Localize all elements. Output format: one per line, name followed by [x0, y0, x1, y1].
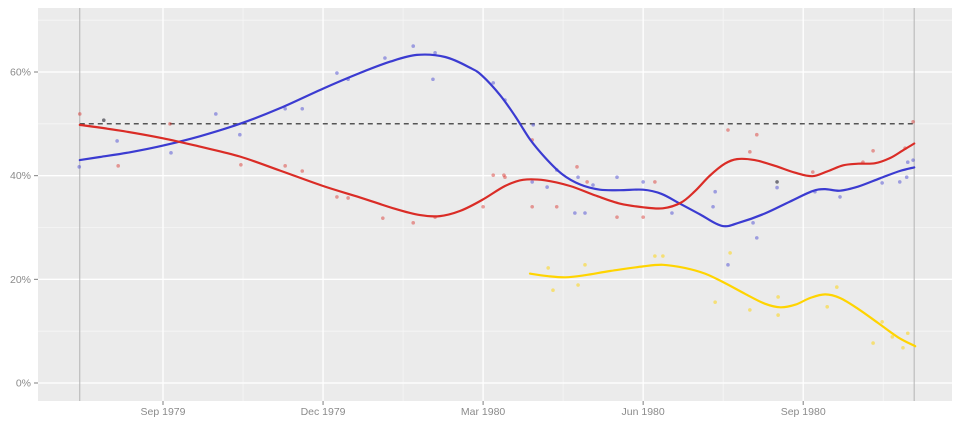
poll-point-yellow — [880, 320, 884, 324]
poll-point-blue — [431, 77, 435, 82]
poll-point-yellow — [661, 254, 665, 258]
poll-point-red — [335, 195, 339, 199]
poll-point-red — [502, 173, 506, 177]
poll-point-red — [168, 122, 172, 126]
poll-point-yellow — [825, 305, 830, 309]
poll-point-blue — [576, 175, 580, 180]
poll-point-yellow — [653, 254, 657, 258]
poll-point-blue — [433, 51, 437, 55]
poll-point-blue — [911, 158, 915, 162]
poll-point-red — [585, 180, 589, 184]
poll-point-blue — [591, 183, 595, 187]
poll-point-red — [811, 170, 815, 174]
poll-point-blue — [335, 71, 339, 75]
poll-point-yellow — [835, 285, 839, 289]
poll-point-blue — [214, 112, 218, 116]
poll-point-blue — [411, 44, 416, 48]
poll-point-blue — [904, 175, 909, 180]
poll-point-blue — [545, 185, 549, 189]
poll-point-yellow — [776, 313, 780, 317]
poll-point-red — [641, 215, 645, 219]
poll-point-yellow — [576, 283, 580, 287]
y-tick-label: 60% — [10, 67, 31, 79]
poll-point-yellow — [748, 308, 752, 312]
poll-point-red — [411, 221, 416, 225]
poll-point-dark — [775, 180, 779, 184]
trend-line-blue — [78, 53, 916, 228]
poll-point-red — [615, 215, 619, 219]
poll-point-red — [346, 196, 350, 200]
poll-point-red — [530, 204, 534, 209]
poll-point-yellow — [583, 263, 587, 267]
poll-point-red — [726, 128, 730, 132]
poll-point-yellow — [905, 331, 910, 336]
poll-point-blue — [905, 160, 910, 164]
poll-point-red — [300, 169, 305, 173]
trend-line-yellow — [528, 263, 917, 348]
poll-point-blue — [775, 185, 779, 190]
poll-point-blue — [583, 211, 587, 215]
poll-point-blue — [615, 175, 619, 180]
poll-point-red — [77, 112, 82, 116]
poll-point-blue — [897, 180, 902, 184]
poll-point-blue — [713, 189, 717, 194]
poll-point-blue — [115, 139, 119, 143]
y-tick-label: 20% — [10, 274, 31, 286]
poll-point-yellow — [728, 251, 732, 255]
poll-point-blue — [711, 204, 715, 209]
x-tick-label: Jun 1980 — [622, 406, 665, 418]
poll-point-red — [491, 173, 496, 177]
poll-point-blue — [491, 81, 496, 85]
poll-point-blue — [838, 195, 842, 199]
y-tick-label: 40% — [10, 170, 31, 182]
plot-panel — [38, 8, 952, 401]
poll-point-red — [381, 216, 385, 220]
poll-point-dark — [101, 118, 106, 123]
x-tick-label: Mar 1980 — [461, 406, 506, 418]
x-tick-label: Sep 1979 — [141, 406, 186, 418]
poll-point-red — [554, 204, 559, 209]
poll-point-blue — [283, 107, 287, 111]
trend-line-red — [78, 123, 916, 218]
poll-point-red — [911, 119, 915, 124]
poll-point-blue — [670, 211, 674, 215]
poll-point-red — [239, 162, 243, 167]
poll-point-blue — [641, 180, 645, 184]
y-tick-label: 0% — [16, 378, 31, 390]
poll-point-red — [754, 132, 759, 137]
poll-point-red — [283, 164, 287, 168]
poll-point-red — [116, 164, 120, 168]
poll-point-red — [503, 175, 507, 180]
poll-point-blue — [238, 132, 242, 137]
poll-point-blue — [383, 56, 387, 60]
poll-point-blue — [754, 236, 759, 240]
poll-point-yellow — [776, 295, 780, 299]
poll-point-yellow — [713, 300, 717, 304]
poll-point-blue — [77, 165, 82, 169]
poll-point-blue — [751, 221, 755, 225]
poll-point-yellow — [890, 335, 895, 339]
poll-point-yellow — [546, 266, 550, 270]
poll-point-red — [653, 180, 657, 184]
poll-point-yellow — [901, 345, 905, 350]
poll-point-blue — [531, 123, 536, 127]
poll-point-blue — [169, 151, 173, 155]
poll-point-red — [575, 165, 579, 169]
poll-point-yellow — [871, 341, 875, 345]
x-tick-label: Dec 1979 — [301, 406, 346, 418]
x-tick-label: Sep 1980 — [781, 406, 826, 418]
poll-point-red — [871, 148, 875, 153]
poll-point-blue — [726, 263, 730, 267]
poll-point-blue — [573, 211, 577, 215]
poll-point-blue — [300, 107, 305, 111]
poll-point-red — [481, 204, 485, 209]
poll-point-red — [748, 150, 752, 154]
poll-point-blue — [880, 181, 884, 185]
poll-point-blue — [530, 180, 534, 184]
poll-point-yellow — [551, 288, 555, 293]
